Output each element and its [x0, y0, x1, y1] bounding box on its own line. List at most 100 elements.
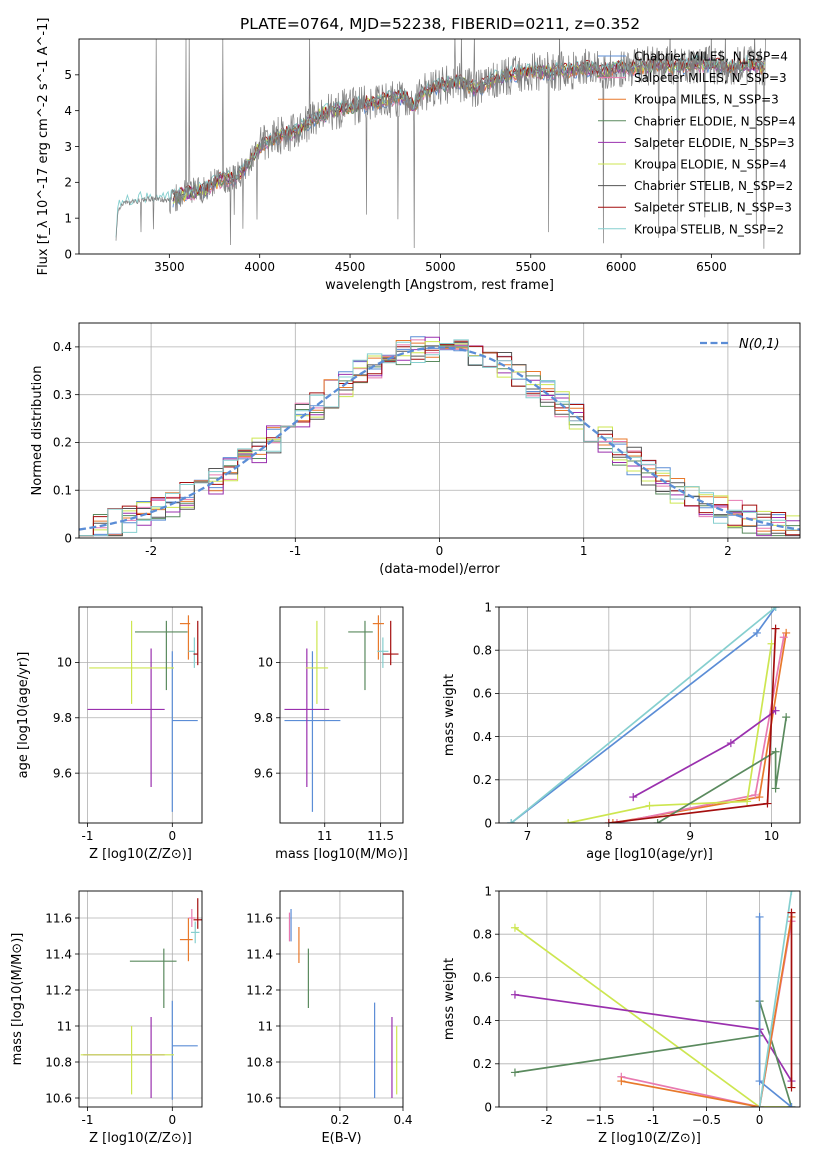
weight-marker	[604, 819, 613, 823]
weight-marker	[755, 1103, 764, 1107]
y-tick-label: 0	[64, 247, 72, 261]
x-tick-label: -1	[647, 1113, 659, 1127]
spectrum-xlabel: wavelength [Angstrom, rest frame]	[325, 278, 554, 293]
x-tick-label: −0.5	[692, 1113, 721, 1127]
y-tick-label: 0.1	[53, 484, 72, 498]
y-tick-label: 0.4	[473, 730, 492, 744]
axes-frame	[78, 890, 203, 1108]
x-tick-label: 4000	[244, 260, 275, 274]
weight-marker	[782, 628, 791, 637]
error-bar-point	[193, 898, 202, 929]
x-tick-label: 8	[605, 829, 613, 843]
x-tick-label: 1	[580, 544, 588, 558]
x-tick-label: −1.5	[585, 1113, 614, 1127]
weight-line	[621, 916, 793, 1107]
legend-label: Salpeter MILES, N_SSP=3	[634, 71, 787, 85]
axes-frame	[498, 606, 801, 824]
legend-label: Salpeter STELIB, N_SSP=3	[634, 201, 792, 215]
error-bar-point	[377, 637, 389, 668]
y-tick-label: 10	[258, 656, 273, 670]
mass-age-plot-area	[280, 607, 403, 823]
y-tick-label: 9.8	[53, 711, 72, 725]
y-tick-label: 10	[57, 656, 72, 670]
weight-marker	[645, 801, 654, 810]
weight-marker	[787, 908, 796, 917]
x-tick-label: 0	[168, 1113, 176, 1127]
z-mass-xlabel: Z [log10(Z/Z⊙)]	[89, 1131, 192, 1146]
y-tick-label: 10.6	[45, 1091, 72, 1105]
weight-marker	[752, 628, 761, 637]
spectrum-legend: Chabrier MILES, N_SSP=4 Salpeter MILES, N…	[598, 50, 796, 236]
mass-age-panel: 11 11.5 9.6 9.8 10 mass [log10(M/M⊙)]	[254, 606, 408, 862]
x-tick-label: 2	[724, 544, 732, 558]
residuals-ylabel: Normed distribution	[30, 366, 45, 496]
weight-marker	[510, 990, 519, 999]
weight-marker	[771, 607, 780, 611]
error-bar-point	[188, 637, 195, 668]
weight-marker	[782, 713, 791, 722]
x-tick-label: 6000	[606, 260, 637, 274]
weight-marker	[771, 784, 780, 793]
y-tick-label: 5	[64, 68, 72, 82]
z-age-ticks: -1 0 9.6 9.8 10	[53, 656, 176, 843]
y-tick-label: 0.4	[53, 340, 72, 354]
error-bar-point	[305, 620, 329, 704]
y-tick-label: 4	[64, 104, 72, 118]
x-tick-label: 7	[524, 829, 532, 843]
weight-marker	[629, 793, 638, 802]
spectrum-ticks: 3500 4000 4500 5000 5500 6000 6500 0 1 2 3 4 5	[64, 68, 726, 274]
weight-marker	[787, 1083, 796, 1092]
ebv-mass-plot-area	[280, 891, 403, 1107]
z-mass-panel: -1 0 10.6 10.8 11 11.2 11.4 11.6 Z [log10(Z/Z⊙)]…	[10, 890, 203, 1146]
residuals-plot-area	[79, 323, 800, 538]
y-tick-label: 11.4	[45, 947, 72, 961]
y-tick-label: 0	[64, 531, 72, 545]
spectrum-panel: 3500 4000 4500 5000 5500 6000 6500 0 1 2 3 4 5 wavele…	[36, 18, 801, 293]
z-weight-ylabel: mass weight	[442, 958, 457, 1040]
error-bar-point	[193, 620, 199, 666]
x-tick-label: -1	[81, 1113, 93, 1127]
z-age-plot-area	[79, 607, 202, 823]
z-mass-plot-area	[79, 891, 202, 1107]
x-tick-label: -1	[81, 829, 93, 843]
y-tick-label: 0.2	[473, 1057, 492, 1071]
legend-label: Chabrier ELODIE, N_SSP=4	[634, 114, 796, 128]
x-tick-label: -2	[541, 1113, 553, 1127]
weight-marker	[787, 1103, 796, 1107]
error-bar-point	[171, 1000, 198, 1100]
weight-marker	[755, 1077, 764, 1086]
x-tick-label: 10	[764, 829, 779, 843]
error-bar-point	[382, 620, 399, 666]
weight-line	[567, 643, 773, 823]
weight-marker	[779, 633, 788, 642]
ebv-mass-ticks: 0.2 0.4 10.6 10.8 11 11.2 11.4 11.6	[246, 911, 412, 1127]
age-weight-plot-area	[499, 607, 800, 823]
error-bar-point	[188, 909, 196, 927]
weight-marker	[510, 1068, 519, 1077]
y-tick-label: 10.8	[45, 1055, 72, 1069]
axes-frame	[498, 890, 801, 1108]
x-tick-label: 0	[436, 544, 444, 558]
residuals-panel: -2 -1 0 1 2 0 0.1 0.2 0.3 0.4 (data-model)/error No…	[30, 322, 801, 577]
y-tick-label: 1	[484, 884, 492, 898]
error-bar-point	[89, 620, 175, 704]
age-weight-ticks: 7 8 9 10 0 0.2 0.4 0.6 0.8 1	[473, 600, 779, 843]
y-tick-label: 2	[64, 176, 72, 190]
x-tick-label: 0	[168, 829, 176, 843]
y-tick-label: 0.2	[53, 436, 72, 450]
y-tick-label: 0.4	[473, 1014, 492, 1028]
y-tick-label: 0.8	[473, 928, 492, 942]
panels: 3500 4000 4500 5000 5500 6000 6500 0 1 2 3 4 5 wavele…	[10, 18, 801, 1146]
legend-label: Salpeter ELODIE, N_SSP=3	[634, 136, 795, 150]
z-mass-ticks: -1 0 10.6 10.8 11 11.2 11.4 11.6	[45, 911, 176, 1127]
weight-marker	[608, 819, 617, 823]
y-tick-label: 10.8	[246, 1055, 273, 1069]
x-tick-label: 5000	[425, 260, 456, 274]
x-tick-label: 0	[756, 1113, 764, 1127]
error-bar-point	[190, 921, 200, 944]
legend-label: Chabrier MILES, N_SSP=4	[634, 50, 788, 64]
error-bar-point	[134, 620, 188, 691]
x-tick-label: 0.4	[393, 1113, 412, 1127]
age-weight-ylabel: mass weight	[442, 674, 457, 756]
weight-marker	[564, 819, 573, 823]
